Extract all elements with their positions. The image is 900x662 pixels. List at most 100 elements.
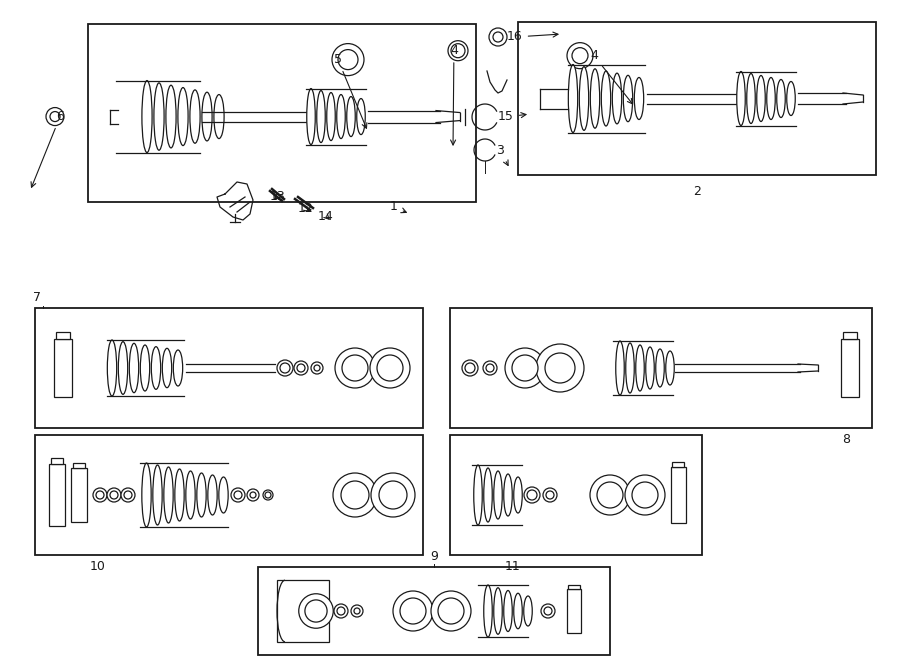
Ellipse shape (153, 465, 162, 525)
Circle shape (393, 591, 433, 631)
Bar (35, 435, 423, 555)
Bar (450, 308, 872, 428)
Ellipse shape (494, 471, 502, 519)
Circle shape (546, 491, 554, 499)
Text: 9: 9 (430, 550, 438, 563)
Circle shape (536, 344, 584, 392)
Ellipse shape (164, 467, 173, 523)
Text: 12: 12 (298, 203, 314, 216)
Ellipse shape (494, 588, 502, 634)
Ellipse shape (162, 348, 172, 388)
Text: 1: 1 (390, 201, 406, 214)
Circle shape (431, 591, 471, 631)
Bar (88, 24, 476, 202)
Circle shape (527, 490, 537, 500)
Circle shape (124, 491, 132, 499)
Circle shape (625, 475, 665, 515)
Bar (672, 462, 684, 467)
Ellipse shape (747, 73, 755, 124)
Ellipse shape (504, 474, 512, 516)
Ellipse shape (626, 343, 634, 393)
Circle shape (265, 492, 271, 498)
Circle shape (338, 50, 358, 70)
Text: 15: 15 (498, 111, 526, 124)
Circle shape (572, 48, 588, 64)
Bar (54, 339, 72, 397)
Circle shape (280, 363, 290, 373)
Ellipse shape (118, 342, 128, 395)
Ellipse shape (356, 99, 365, 134)
Circle shape (234, 491, 242, 499)
Circle shape (277, 360, 293, 376)
Circle shape (263, 490, 273, 500)
Circle shape (400, 598, 426, 624)
Ellipse shape (656, 349, 664, 387)
Circle shape (438, 598, 464, 624)
Ellipse shape (616, 341, 625, 395)
Ellipse shape (130, 344, 139, 393)
Circle shape (493, 32, 503, 42)
Ellipse shape (151, 347, 161, 389)
Circle shape (486, 364, 494, 372)
Bar (567, 589, 581, 633)
Circle shape (46, 107, 64, 126)
Ellipse shape (214, 95, 224, 138)
Circle shape (333, 473, 377, 517)
Ellipse shape (219, 477, 229, 513)
Circle shape (299, 594, 333, 628)
Text: 5: 5 (334, 53, 367, 128)
Ellipse shape (190, 90, 200, 143)
Ellipse shape (767, 77, 775, 120)
Circle shape (337, 607, 345, 615)
Circle shape (524, 487, 540, 503)
Ellipse shape (484, 585, 492, 637)
Circle shape (489, 28, 507, 46)
Circle shape (341, 481, 369, 509)
Bar (35, 308, 423, 428)
Ellipse shape (142, 81, 152, 152)
Text: 4: 4 (450, 44, 458, 145)
Ellipse shape (346, 97, 356, 136)
Ellipse shape (635, 345, 644, 391)
Text: 10: 10 (90, 560, 106, 573)
Bar (258, 567, 610, 655)
Circle shape (334, 604, 348, 618)
Circle shape (632, 482, 658, 508)
Ellipse shape (634, 77, 644, 120)
Ellipse shape (174, 350, 183, 386)
Text: 4: 4 (590, 49, 633, 104)
Circle shape (451, 44, 465, 58)
Text: 11: 11 (505, 560, 521, 573)
Ellipse shape (504, 591, 512, 632)
Ellipse shape (175, 469, 184, 521)
Circle shape (96, 491, 104, 499)
Circle shape (379, 481, 407, 509)
Ellipse shape (208, 475, 217, 515)
Ellipse shape (140, 345, 149, 391)
Circle shape (590, 475, 630, 515)
Bar (50, 457, 63, 464)
Ellipse shape (787, 81, 796, 115)
Ellipse shape (757, 75, 765, 122)
Circle shape (597, 482, 623, 508)
Circle shape (545, 353, 575, 383)
Circle shape (311, 362, 323, 374)
Bar (842, 332, 857, 339)
Ellipse shape (107, 340, 117, 396)
Ellipse shape (777, 79, 785, 117)
Bar (73, 463, 86, 468)
Circle shape (371, 473, 415, 517)
Circle shape (462, 360, 478, 376)
Circle shape (305, 600, 327, 622)
Circle shape (250, 492, 256, 498)
Text: 6: 6 (32, 110, 64, 187)
Circle shape (544, 607, 552, 615)
Ellipse shape (142, 463, 151, 527)
Ellipse shape (202, 92, 212, 141)
Text: 7: 7 (33, 291, 41, 304)
Bar (569, 585, 580, 589)
Ellipse shape (601, 71, 611, 126)
Ellipse shape (178, 87, 188, 146)
Circle shape (342, 355, 368, 381)
Circle shape (377, 355, 403, 381)
